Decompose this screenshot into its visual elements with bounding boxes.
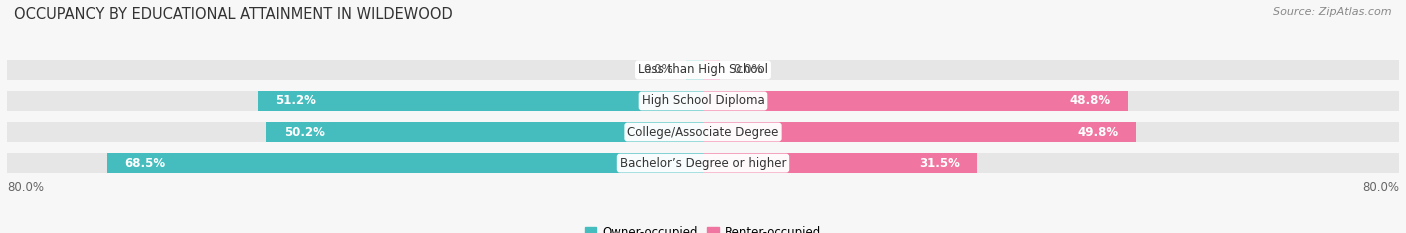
Text: 0.0%: 0.0%: [643, 63, 672, 76]
Text: 49.8%: 49.8%: [1078, 126, 1119, 139]
Text: 31.5%: 31.5%: [918, 157, 960, 170]
Text: 80.0%: 80.0%: [7, 181, 44, 194]
Bar: [686, 60, 703, 79]
Bar: [7, 122, 1399, 142]
Text: 51.2%: 51.2%: [276, 94, 316, 107]
Legend: Owner-occupied, Renter-occupied: Owner-occupied, Renter-occupied: [579, 221, 827, 233]
Bar: [107, 154, 703, 173]
Bar: [7, 91, 1399, 111]
Bar: [266, 122, 703, 142]
Text: OCCUPANCY BY EDUCATIONAL ATTAINMENT IN WILDEWOOD: OCCUPANCY BY EDUCATIONAL ATTAINMENT IN W…: [14, 7, 453, 22]
Text: 48.8%: 48.8%: [1069, 94, 1111, 107]
Bar: [257, 91, 703, 111]
Text: 80.0%: 80.0%: [1362, 181, 1399, 194]
Bar: [703, 60, 720, 79]
Text: 68.5%: 68.5%: [125, 157, 166, 170]
Text: Bachelor’s Degree or higher: Bachelor’s Degree or higher: [620, 157, 786, 170]
Bar: [7, 154, 1399, 173]
Bar: [7, 60, 1399, 79]
Bar: [703, 154, 977, 173]
Text: Less than High School: Less than High School: [638, 63, 768, 76]
Text: College/Associate Degree: College/Associate Degree: [627, 126, 779, 139]
Bar: [703, 91, 1128, 111]
Text: Source: ZipAtlas.com: Source: ZipAtlas.com: [1274, 7, 1392, 17]
Text: 50.2%: 50.2%: [284, 126, 325, 139]
Text: High School Diploma: High School Diploma: [641, 94, 765, 107]
Text: 0.0%: 0.0%: [734, 63, 763, 76]
Bar: [703, 122, 1136, 142]
